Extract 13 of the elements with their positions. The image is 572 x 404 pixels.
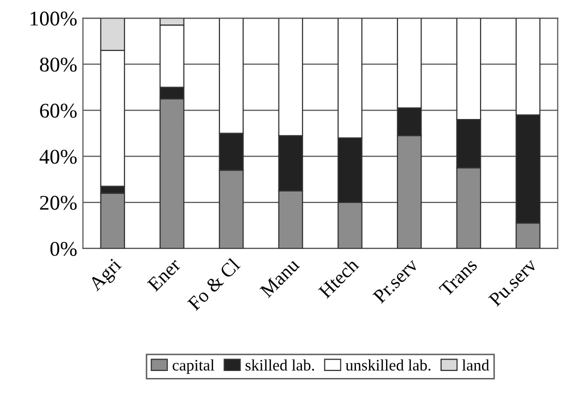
y-tick-label: 80%	[40, 58, 77, 72]
y-tick-label: 40%	[40, 150, 77, 164]
y-tick-label: 0%	[50, 242, 77, 256]
x-tick-label: Fo & Cl	[186, 257, 241, 312]
x-tick-label: Ener	[146, 257, 182, 292]
legend-label: skilled lab.	[246, 359, 314, 371]
legend-label: capital	[172, 359, 214, 374]
x-tick-label: Agri	[88, 257, 125, 294]
legend-label: land	[462, 359, 490, 371]
y-tick-label: 60%	[40, 104, 77, 118]
y-tick-label: 20%	[40, 196, 77, 210]
legend-label: unskilled lab.	[346, 359, 430, 371]
y-tick-label: 100%	[30, 12, 77, 26]
